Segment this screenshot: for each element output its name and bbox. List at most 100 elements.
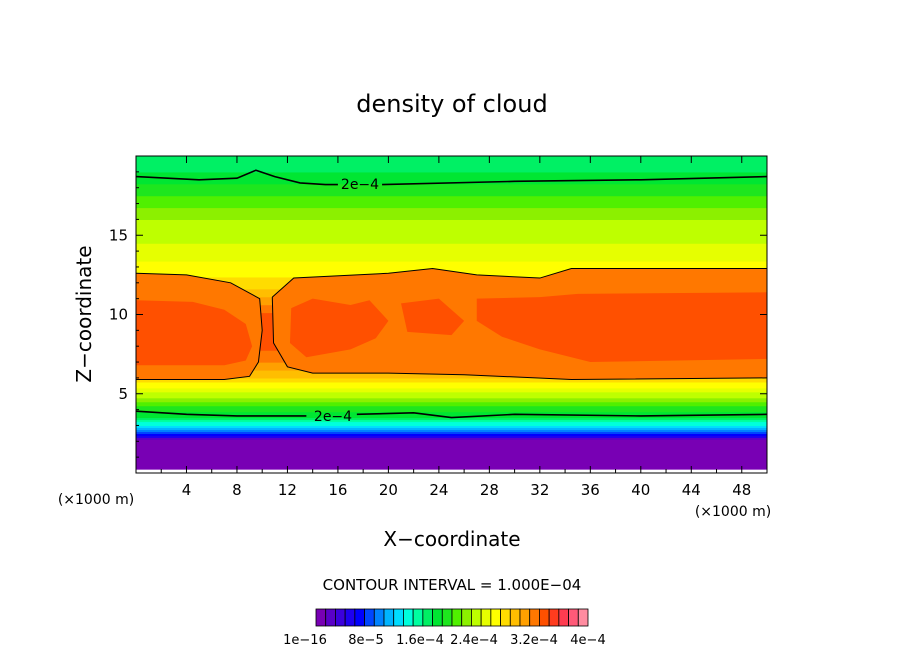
density-band bbox=[136, 167, 767, 171]
density-band bbox=[136, 239, 767, 242]
colorbar-tick-label: 1.6e−4 bbox=[396, 633, 444, 648]
colorbar-swatch bbox=[451, 608, 463, 627]
density-band bbox=[136, 399, 767, 403]
density-band bbox=[136, 447, 767, 450]
density-band bbox=[136, 377, 767, 381]
colorbar-tick-label: 3.2e−4 bbox=[510, 633, 558, 648]
density-band bbox=[136, 156, 767, 159]
density-band bbox=[136, 225, 767, 228]
density-band bbox=[136, 455, 767, 458]
contour-lower-a bbox=[136, 410, 307, 417]
density-band bbox=[136, 215, 767, 219]
density-band bbox=[136, 471, 767, 473]
density-band bbox=[136, 451, 767, 454]
x-tick-label: 20 bbox=[379, 481, 398, 499]
colorbar-swatch bbox=[471, 608, 482, 627]
core-left-inner bbox=[136, 300, 253, 366]
x-tick-label: 4 bbox=[182, 481, 192, 499]
colorbar-swatch bbox=[539, 608, 550, 627]
density-band bbox=[136, 195, 767, 199]
density-band bbox=[136, 467, 767, 470]
density-band bbox=[136, 385, 767, 389]
density-band bbox=[136, 393, 767, 397]
colorbar-swatch bbox=[529, 608, 540, 627]
density-band bbox=[136, 413, 767, 417]
colorbar-tick-label: 2.4e−4 bbox=[450, 633, 498, 648]
density-band bbox=[136, 264, 767, 268]
density-band bbox=[136, 389, 767, 393]
density-band bbox=[136, 425, 767, 429]
colorbar-swatch bbox=[315, 608, 327, 627]
contour-upper-a bbox=[136, 169, 338, 186]
density-band bbox=[136, 243, 767, 246]
density-band bbox=[136, 177, 767, 181]
density-band bbox=[136, 209, 767, 213]
density-band bbox=[136, 217, 767, 220]
density-band bbox=[136, 391, 767, 395]
density-band bbox=[136, 169, 767, 173]
density-band bbox=[136, 163, 767, 167]
density-band bbox=[136, 197, 767, 201]
density-band bbox=[136, 251, 767, 254]
density-band bbox=[136, 417, 767, 421]
colorbar-swatch bbox=[461, 608, 472, 627]
contour-interval-note: CONTOUR INTERVAL = 1.000E−04 bbox=[323, 576, 582, 594]
colorbar-swatch bbox=[393, 608, 404, 627]
x-tick-label: 24 bbox=[429, 481, 448, 499]
density-band bbox=[136, 159, 767, 163]
density-band bbox=[136, 395, 767, 399]
density-band bbox=[136, 179, 767, 183]
colorbar-swatch bbox=[568, 608, 579, 627]
density-band bbox=[136, 201, 767, 205]
density-band bbox=[136, 165, 767, 169]
x-tick-label: 40 bbox=[631, 481, 650, 499]
x-tick-label: 12 bbox=[278, 481, 297, 499]
density-band bbox=[136, 383, 767, 387]
density-band bbox=[136, 259, 767, 262]
density-cores bbox=[136, 268, 767, 380]
density-band bbox=[136, 407, 767, 411]
density-band bbox=[136, 429, 767, 432]
colorbar-swatch bbox=[335, 608, 346, 627]
chart-title: density of cloud bbox=[356, 90, 547, 118]
density-band bbox=[136, 419, 767, 423]
density-band bbox=[136, 223, 767, 226]
density-band bbox=[136, 261, 767, 264]
density-band bbox=[136, 213, 767, 217]
contour-left-core bbox=[136, 272, 263, 380]
density-band bbox=[136, 157, 767, 161]
contour-upper-b bbox=[382, 175, 767, 186]
density-band bbox=[136, 423, 767, 427]
contour-lower-b bbox=[356, 411, 767, 419]
y-axis-label: Z−coordinate bbox=[72, 245, 96, 382]
density-band bbox=[136, 207, 767, 211]
colorbar-swatch bbox=[354, 608, 365, 627]
density-band bbox=[136, 381, 767, 385]
colorbar-tick-label: 4e−4 bbox=[570, 633, 605, 648]
density-band bbox=[136, 457, 767, 460]
contour-right-core-bottom bbox=[271, 297, 767, 380]
plot-area bbox=[136, 156, 767, 473]
density-band bbox=[136, 171, 767, 175]
colorbar-swatch bbox=[383, 608, 395, 627]
density-band bbox=[136, 185, 767, 189]
colorbar-tick-label: 8e−5 bbox=[348, 633, 383, 648]
density-band bbox=[136, 387, 767, 391]
colorbar-swatch bbox=[403, 608, 414, 627]
density-band bbox=[136, 401, 767, 405]
x-unit-left: (×1000 m) bbox=[58, 492, 134, 508]
density-band bbox=[136, 257, 767, 260]
density-band bbox=[136, 421, 767, 425]
colorbar: 1e−16 8e−5 1.6e−4 2.4e−4 3.2e−4 4e−4 bbox=[283, 608, 606, 648]
density-band bbox=[136, 433, 767, 436]
density-band bbox=[136, 463, 767, 466]
density-band bbox=[136, 411, 767, 415]
core-right-patch-b bbox=[401, 298, 465, 336]
colorbar-swatch bbox=[344, 608, 356, 627]
x-tick-label: 48 bbox=[732, 481, 751, 499]
x-axis-label: X−coordinate bbox=[383, 527, 520, 551]
contour-label-upper: 2e−4 bbox=[341, 177, 379, 193]
density-band bbox=[136, 161, 767, 165]
density-band bbox=[136, 233, 767, 236]
